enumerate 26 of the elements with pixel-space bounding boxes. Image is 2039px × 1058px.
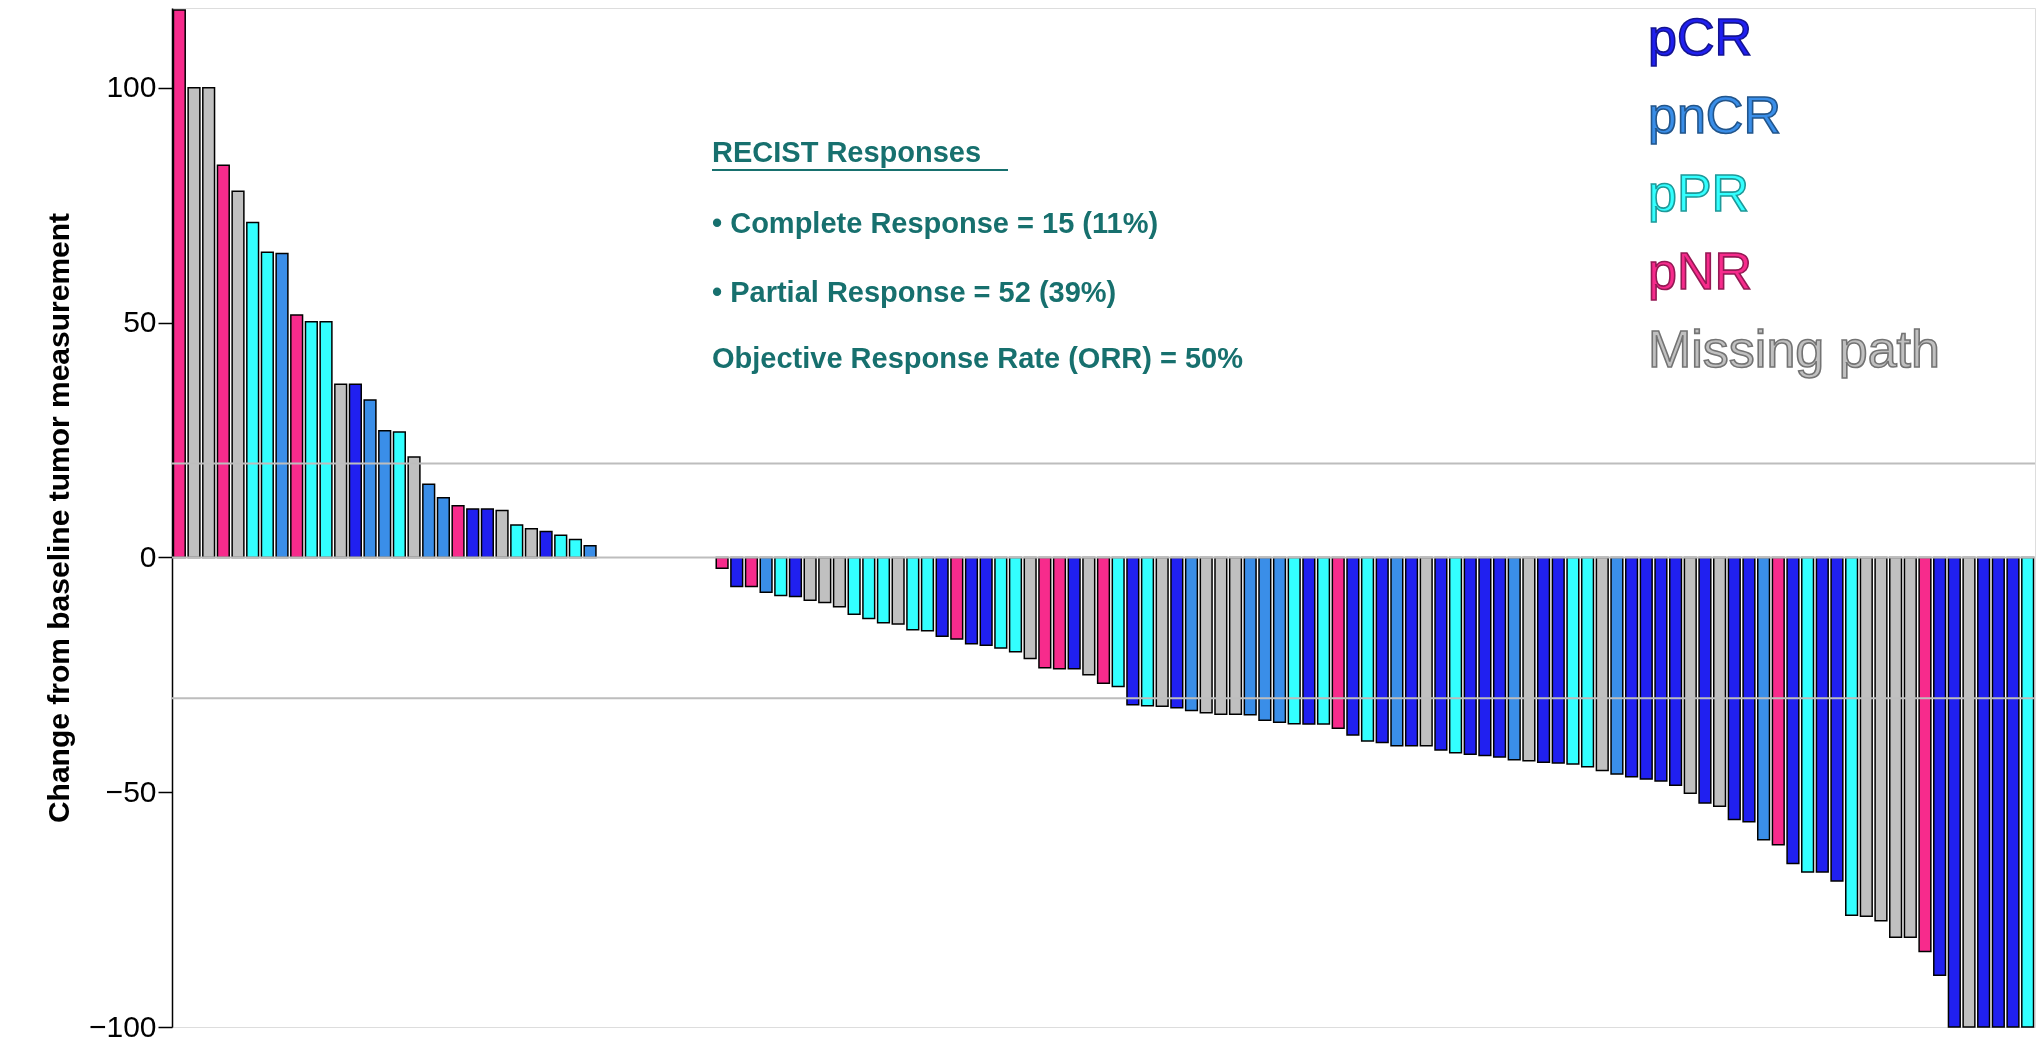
y-tick-label: 100: [106, 70, 157, 104]
annotation: • Complete Response = 15 (11%): [712, 207, 1159, 239]
bar: [1316, 556, 1331, 725]
bar: [920, 556, 935, 632]
y-tick-label: 0: [139, 539, 157, 573]
y-axis-title: Change from baseline tumor measurement: [41, 212, 75, 824]
bar: [1272, 556, 1287, 723]
bar: [876, 556, 891, 624]
bar: [1140, 556, 1155, 707]
y-tick-label: 50: [123, 305, 157, 339]
y-tick-label: −50: [105, 774, 157, 808]
bar: [1360, 556, 1375, 742]
annotation: RECIST Responses: [712, 136, 982, 168]
bar: [1052, 556, 1067, 670]
text: Missing path: [1648, 320, 1940, 378]
text: pNR: [1648, 242, 1753, 300]
y-tick-label: −100: [88, 1009, 157, 1043]
bar: [1184, 556, 1199, 712]
bar: [1008, 556, 1023, 653]
text: pCR: [1648, 8, 1753, 66]
bar: [964, 556, 979, 645]
text: pnCR: [1648, 86, 1781, 144]
annotation: • Partial Response = 52 (39%): [712, 276, 1117, 308]
annotation: Objective Response Rate (ORR) = 50%: [712, 342, 1244, 374]
text: pPR: [1648, 164, 1750, 222]
bar: [1096, 556, 1111, 685]
